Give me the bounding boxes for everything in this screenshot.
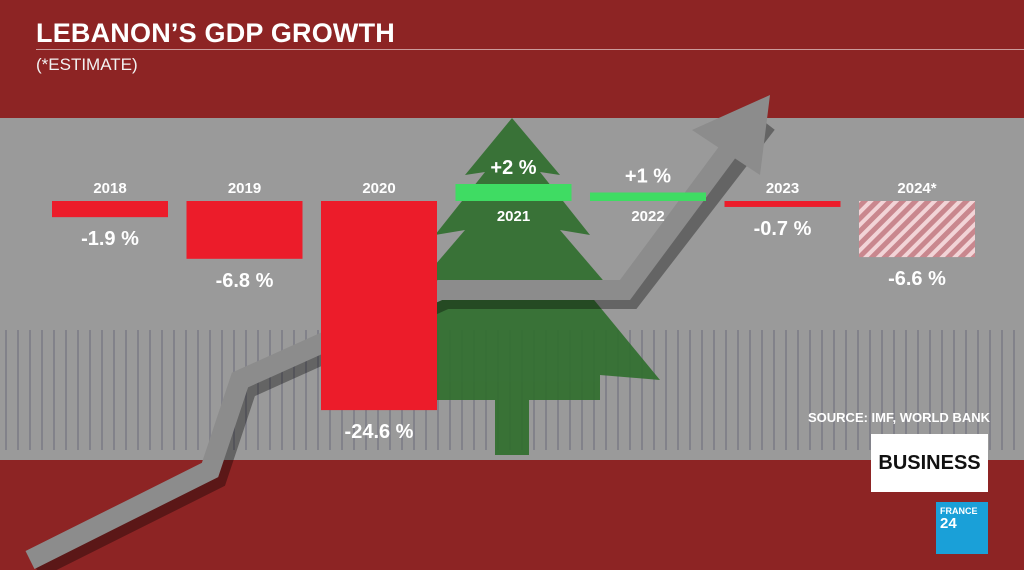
bar-2021 — [455, 184, 572, 201]
year-label-2019: 2019 — [228, 180, 261, 197]
business-badge-label: BUSINESS — [878, 451, 981, 474]
france24-logo-brand: FRANCE — [940, 506, 978, 516]
title-divider — [36, 49, 1024, 50]
france24-logo: FRANCE 24 — [936, 502, 988, 554]
bar-2022 — [590, 192, 706, 201]
bar-2023 — [724, 201, 841, 207]
value-label-2022: +1 % — [625, 166, 671, 188]
france24-logo-number: 24 — [940, 515, 957, 532]
chart-title: LEBANON’S GDP GROWTH — [36, 18, 396, 48]
bar-2019 — [186, 201, 303, 259]
bar-2024-estimate — [859, 201, 975, 258]
business-badge: BUSINESS — [871, 434, 988, 492]
value-label-2020: -24.6 % — [345, 421, 414, 443]
year-label-2021: 2021 — [497, 208, 530, 225]
year-label-2020: 2020 — [362, 180, 395, 197]
chart-subtitle: (*ESTIMATE) — [36, 55, 138, 74]
year-label-2023: 2023 — [766, 180, 799, 197]
value-label-2024-estimate: -6.6 % — [888, 268, 946, 290]
value-label-2019: -6.8 % — [216, 270, 274, 292]
cedar-tree-graphic — [365, 118, 660, 455]
year-label-2018: 2018 — [93, 180, 126, 197]
year-label-2024-estimate: 2024* — [897, 180, 936, 197]
source-note: SOURCE: IMF, WORLD BANK — [808, 410, 990, 425]
bar-2020 — [321, 201, 437, 411]
value-label-2021: +2 % — [490, 157, 536, 179]
bar-2018 — [52, 201, 168, 218]
value-label-2023: -0.7 % — [754, 218, 812, 240]
year-label-2022: 2022 — [631, 208, 664, 225]
value-label-2018: -1.9 % — [81, 228, 139, 250]
